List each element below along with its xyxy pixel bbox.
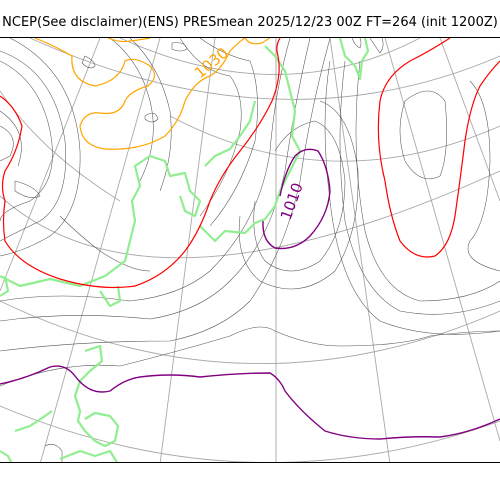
isobar-1020: [377, 38, 500, 258]
isobar: [399, 90, 447, 180]
parallel: [169, 115, 500, 162]
isobar: [0, 326, 500, 387]
isobar: [369, 38, 384, 54]
isobar-1020: [0, 38, 281, 289]
coastline: [73, 344, 120, 448]
isobar: [0, 38, 291, 302]
isobar: [0, 38, 311, 322]
isobar: [339, 60, 500, 315]
map-canvas: 1030 1010: [0, 38, 500, 462]
isobar: [0, 50, 66, 242]
isobar-1010: [262, 148, 331, 250]
isobar: [109, 38, 154, 182]
parallel: [0, 405, 500, 462]
isobar: [0, 110, 22, 167]
isobar-1030: [244, 38, 271, 45]
contour-label-1030: 1030: [191, 44, 232, 82]
isobar: [355, 60, 500, 302]
pressure-map: 1030 1010: [0, 37, 500, 463]
isobar: [351, 38, 362, 49]
map-title: NCEP(See disclaimer)(ENS) PRESmean 2025/…: [2, 15, 498, 30]
isobar: [14, 180, 41, 198]
parallel: [119, 38, 421, 75]
isobar: [0, 38, 81, 257]
meridian: [384, 38, 500, 442]
coastline: [59, 449, 119, 462]
isobars-minor: [0, 38, 500, 462]
isobar: [253, 120, 346, 272]
isobar: [59, 215, 151, 272]
isobar: [144, 112, 159, 123]
coastline: [0, 275, 10, 297]
parallel: [0, 300, 500, 364]
coastline: [204, 100, 257, 167]
coastline: [14, 410, 53, 433]
isobar: [0, 125, 14, 162]
parallel: [0, 90, 121, 202]
coastline: [199, 45, 302, 243]
isobar: [467, 80, 500, 272]
isobar: [199, 38, 258, 227]
isobar-1010: [0, 365, 500, 440]
isobar-1030: [107, 38, 151, 43]
meridian: [439, 38, 500, 202]
coastline: [0, 450, 13, 462]
isobar: [44, 444, 63, 462]
meridian: [0, 38, 101, 292]
coastline: [338, 38, 370, 81]
parallel: [0, 170, 500, 259]
isobar: [0, 60, 53, 222]
isobar: [238, 100, 359, 290]
meridian: [159, 38, 216, 462]
isobar: [171, 42, 188, 52]
isobar: [81, 55, 96, 69]
isobar: [324, 60, 500, 335]
isobar: [0, 38, 331, 352]
graticule: [0, 38, 500, 462]
isobar: [179, 38, 242, 217]
coastline: [99, 285, 122, 308]
isobar-1030: [34, 38, 246, 150]
meridian: [40, 38, 161, 462]
coastlines: [0, 38, 370, 462]
meridian: [329, 38, 391, 462]
